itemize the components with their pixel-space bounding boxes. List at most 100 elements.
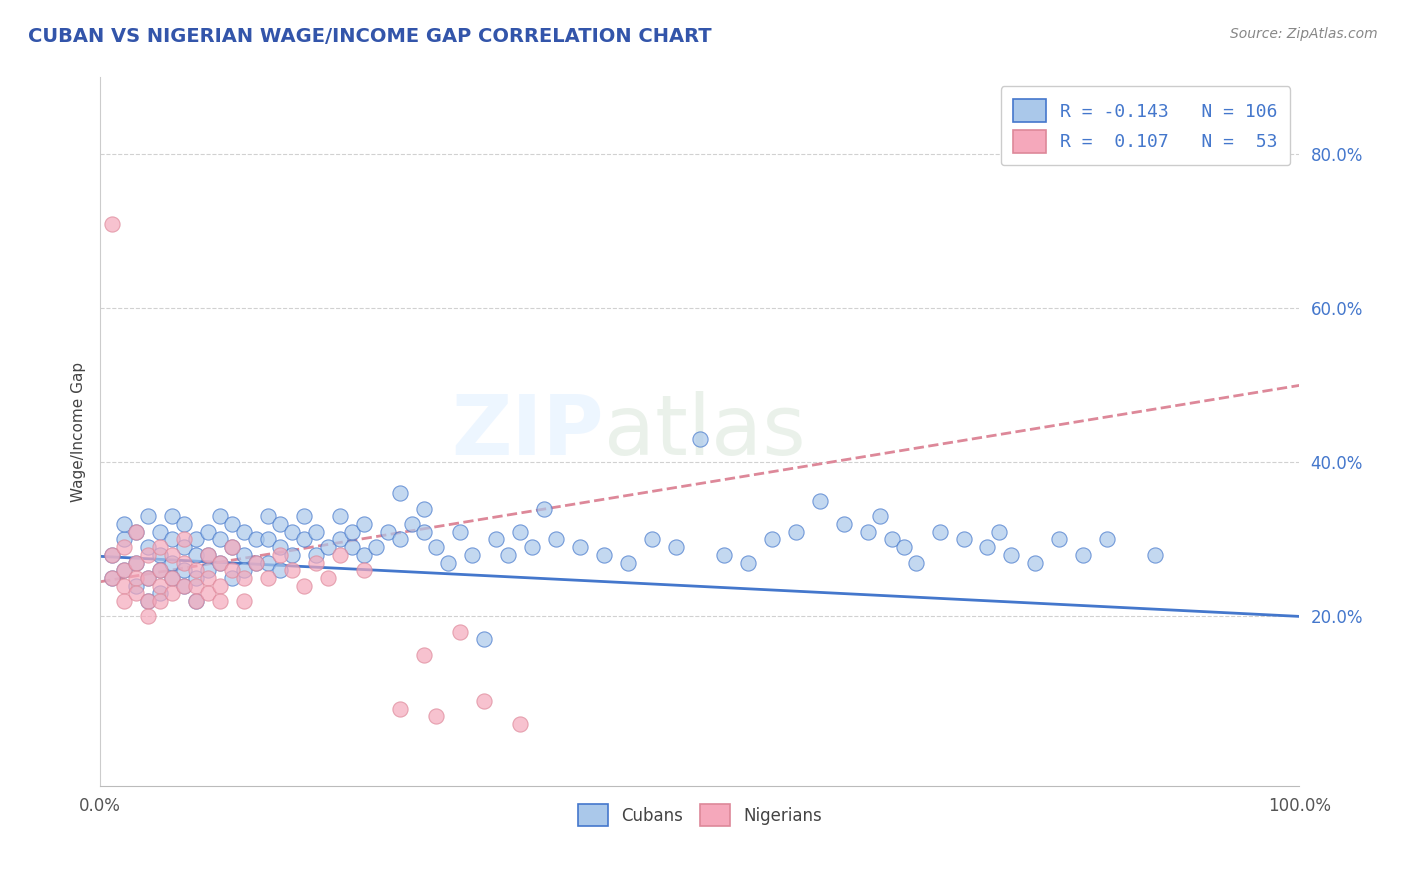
Point bbox=[761, 533, 783, 547]
Point bbox=[197, 548, 219, 562]
Point bbox=[136, 594, 159, 608]
Point bbox=[112, 563, 135, 577]
Point bbox=[173, 579, 195, 593]
Point bbox=[388, 702, 411, 716]
Point bbox=[112, 533, 135, 547]
Point bbox=[808, 494, 831, 508]
Point bbox=[173, 540, 195, 554]
Point bbox=[305, 524, 328, 539]
Point bbox=[1024, 556, 1046, 570]
Point bbox=[641, 533, 664, 547]
Point bbox=[257, 556, 280, 570]
Point bbox=[292, 579, 315, 593]
Point bbox=[160, 548, 183, 562]
Point bbox=[449, 624, 471, 639]
Text: Source: ZipAtlas.com: Source: ZipAtlas.com bbox=[1230, 27, 1378, 41]
Point bbox=[160, 571, 183, 585]
Point bbox=[136, 548, 159, 562]
Point bbox=[520, 540, 543, 554]
Point bbox=[209, 579, 232, 593]
Point bbox=[160, 533, 183, 547]
Point bbox=[281, 548, 304, 562]
Point bbox=[209, 556, 232, 570]
Point bbox=[233, 594, 256, 608]
Point bbox=[221, 571, 243, 585]
Point bbox=[329, 509, 352, 524]
Point bbox=[893, 540, 915, 554]
Point bbox=[1000, 548, 1022, 562]
Point bbox=[149, 540, 172, 554]
Point bbox=[904, 556, 927, 570]
Point bbox=[125, 571, 148, 585]
Point bbox=[125, 556, 148, 570]
Point bbox=[136, 571, 159, 585]
Point bbox=[412, 501, 434, 516]
Point bbox=[149, 594, 172, 608]
Point bbox=[616, 556, 638, 570]
Point bbox=[173, 516, 195, 531]
Point bbox=[136, 594, 159, 608]
Point bbox=[388, 486, 411, 500]
Point bbox=[184, 548, 207, 562]
Point bbox=[209, 509, 232, 524]
Point bbox=[340, 540, 363, 554]
Point bbox=[544, 533, 567, 547]
Point bbox=[245, 556, 267, 570]
Point bbox=[149, 548, 172, 562]
Point bbox=[401, 516, 423, 531]
Point bbox=[257, 571, 280, 585]
Text: ZIP: ZIP bbox=[451, 391, 603, 472]
Point bbox=[233, 563, 256, 577]
Point bbox=[257, 533, 280, 547]
Point bbox=[233, 524, 256, 539]
Point bbox=[689, 433, 711, 447]
Point bbox=[245, 533, 267, 547]
Point bbox=[461, 548, 484, 562]
Point bbox=[160, 556, 183, 570]
Point bbox=[233, 548, 256, 562]
Point bbox=[305, 548, 328, 562]
Point bbox=[425, 540, 447, 554]
Point bbox=[149, 563, 172, 577]
Point bbox=[112, 579, 135, 593]
Point bbox=[472, 632, 495, 647]
Point bbox=[665, 540, 688, 554]
Point bbox=[1073, 548, 1095, 562]
Point bbox=[425, 709, 447, 723]
Point bbox=[412, 524, 434, 539]
Point bbox=[125, 524, 148, 539]
Point bbox=[388, 533, 411, 547]
Point bbox=[149, 524, 172, 539]
Point bbox=[112, 594, 135, 608]
Point bbox=[197, 548, 219, 562]
Point bbox=[209, 594, 232, 608]
Point bbox=[245, 556, 267, 570]
Point bbox=[412, 648, 434, 662]
Point bbox=[221, 540, 243, 554]
Point bbox=[832, 516, 855, 531]
Point bbox=[149, 586, 172, 600]
Point bbox=[136, 540, 159, 554]
Point bbox=[353, 563, 375, 577]
Point bbox=[125, 556, 148, 570]
Point bbox=[856, 524, 879, 539]
Point bbox=[533, 501, 555, 516]
Point bbox=[136, 571, 159, 585]
Point bbox=[160, 571, 183, 585]
Point bbox=[184, 594, 207, 608]
Point bbox=[437, 556, 460, 570]
Point bbox=[869, 509, 891, 524]
Point bbox=[197, 563, 219, 577]
Point bbox=[316, 540, 339, 554]
Text: atlas: atlas bbox=[603, 391, 806, 472]
Point bbox=[101, 548, 124, 562]
Point bbox=[209, 556, 232, 570]
Point bbox=[184, 579, 207, 593]
Point bbox=[1144, 548, 1167, 562]
Point bbox=[269, 516, 291, 531]
Point bbox=[353, 548, 375, 562]
Point bbox=[340, 524, 363, 539]
Point bbox=[281, 563, 304, 577]
Point bbox=[269, 540, 291, 554]
Point bbox=[136, 509, 159, 524]
